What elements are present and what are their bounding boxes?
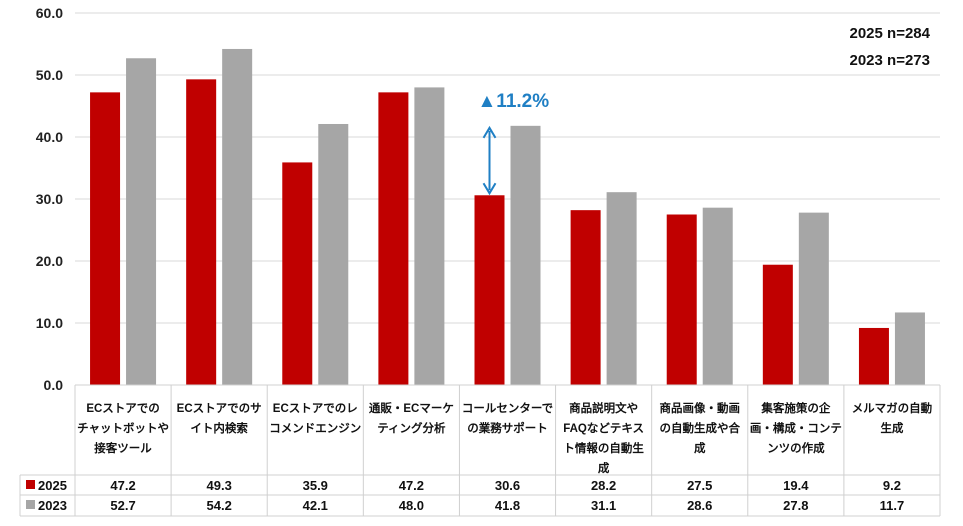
- data-table: ECストアでのチャットボットや接客ツールECストアでのサイト内検索ECストアでの…: [19, 384, 941, 517]
- arrow-head-up: [482, 125, 497, 139]
- sample-size-text: 2023 n=273: [850, 52, 931, 69]
- bar-2025: [186, 79, 217, 385]
- difference-label: ▲11.2%: [478, 91, 550, 112]
- bar-2023: [606, 192, 637, 385]
- y-tick-label: 10.0: [36, 315, 63, 331]
- bar-2023: [702, 207, 733, 385]
- data-label-2023: 42.1: [303, 498, 328, 513]
- category-label: 商品説明文や FAQなどテキスト情報の自動生成: [563, 401, 644, 475]
- bar-2023: [894, 312, 925, 385]
- category-label: コールセンターでの業務サポート: [462, 401, 553, 435]
- difference-annotation: ▲11.2%: [478, 91, 550, 196]
- legend-key-2023: [26, 500, 35, 509]
- data-label-2023: 28.6: [687, 498, 712, 513]
- data-label-2025: 9.2: [883, 478, 901, 493]
- y-tick-label: 20.0: [36, 253, 63, 269]
- legend-key-2025: [26, 480, 35, 489]
- y-tick-label: 30.0: [36, 191, 63, 207]
- bar-2023: [222, 48, 253, 386]
- data-label-2025: 35.9: [303, 478, 328, 493]
- y-tick-label: 40.0: [36, 129, 63, 145]
- bars: [90, 48, 925, 386]
- bar-2023: [318, 123, 349, 385]
- category-label: 集客施策の企画・構成・コンテンツの作成: [750, 401, 842, 455]
- data-label-2025: 30.6: [495, 478, 520, 493]
- bar-2025: [474, 195, 505, 385]
- data-label-2023: 54.2: [207, 498, 232, 513]
- bar-2023: [126, 58, 157, 385]
- category-label: ECストアでのレコメンドエンジン: [269, 402, 361, 435]
- legend-label-2023: 2023: [38, 498, 67, 513]
- y-tick-label: 0.0: [44, 377, 64, 393]
- data-label-2023: 27.8: [783, 498, 808, 513]
- data-label-2025: 19.4: [783, 478, 809, 493]
- bar-2023: [414, 87, 445, 386]
- bar-2025: [378, 92, 409, 386]
- category-label: ECストアでのサイト内検索: [177, 402, 262, 435]
- gridlines: [75, 12, 940, 386]
- bar-2025: [282, 162, 313, 385]
- arrow-head-down: [482, 182, 497, 196]
- y-tick-label: 60.0: [36, 5, 63, 21]
- data-label-2023: 41.8: [495, 498, 520, 513]
- sample-size-note: 2025 n=284 2023 n=273: [850, 25, 931, 69]
- data-label-2023: 48.0: [399, 498, 424, 513]
- category-label: ECストアでのチャットボットや接客ツール: [77, 402, 169, 455]
- legend-label-2025: 2025: [38, 478, 67, 493]
- data-label-2025: 28.2: [591, 478, 616, 493]
- data-label-2023: 52.7: [110, 498, 135, 513]
- bar-2025: [858, 327, 889, 385]
- category-label: 通販・ECマーケティング分析: [369, 401, 454, 435]
- data-label-2025: 27.5: [687, 478, 712, 493]
- y-axis-tick-labels: 0.0 10.0 20.0 30.0 40.0 50.0 60.0: [36, 5, 63, 393]
- bar-2025: [90, 92, 121, 386]
- bar-2025: [570, 210, 601, 385]
- y-tick-label: 50.0: [36, 67, 63, 83]
- data-label-2023: 11.7: [880, 498, 905, 513]
- sample-size-text: 2025 n=284: [850, 25, 931, 42]
- bar-2025: [666, 214, 697, 385]
- data-label-2025: 47.2: [110, 478, 135, 493]
- data-label-2025: 49.3: [207, 478, 232, 493]
- data-label-2023: 31.1: [591, 498, 616, 513]
- bar-2025: [762, 264, 793, 385]
- bar-2023: [798, 212, 829, 385]
- category-label: メルマガの自動生成: [852, 401, 933, 435]
- data-label-2025: 47.2: [399, 478, 424, 493]
- category-label: 商品画像・動画の自動生成や合成: [659, 401, 740, 455]
- bar-2023: [510, 125, 541, 385]
